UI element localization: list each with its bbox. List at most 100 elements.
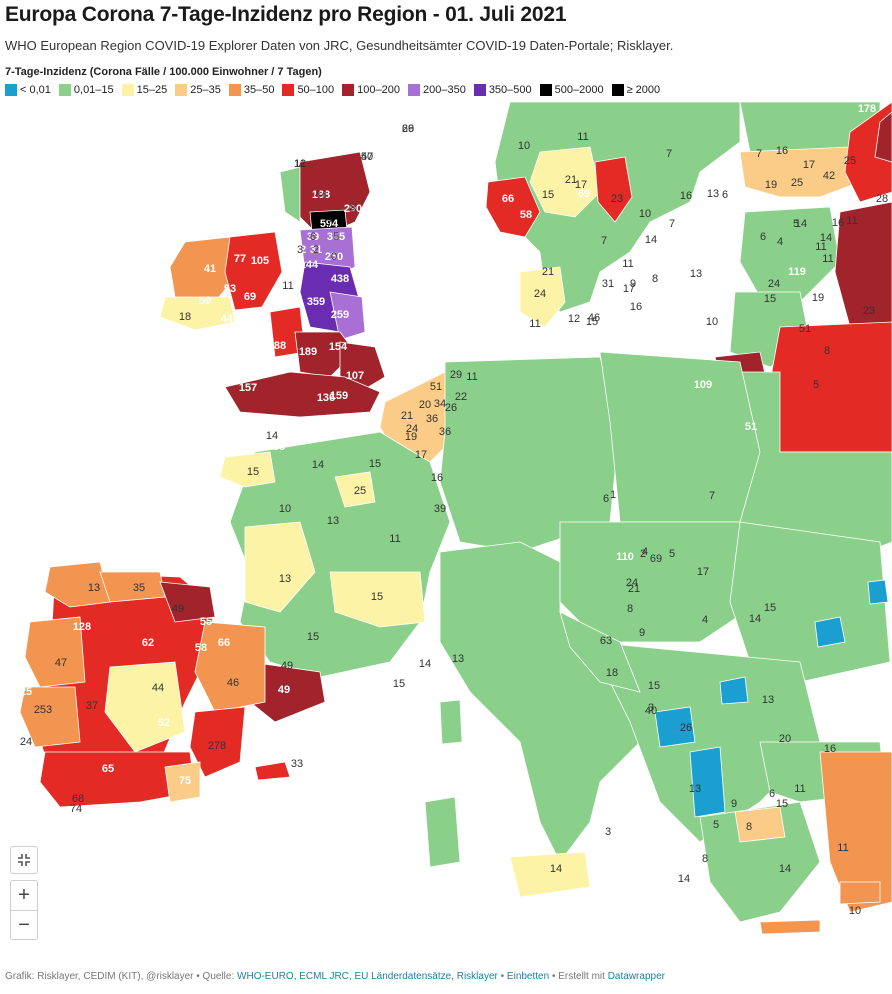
region-valencia[interactable] (189, 706, 246, 778)
region-sicily[interactable] (509, 851, 591, 898)
region-greek-islands[interactable] (839, 881, 881, 905)
embed-link[interactable]: Einbetten (506, 971, 550, 982)
region-france-se-yellow[interactable] (329, 571, 426, 628)
legend-swatch (228, 84, 241, 96)
region-crete[interactable] (759, 919, 821, 935)
region-label: 15 (648, 680, 660, 692)
region-montenegro[interactable] (654, 706, 696, 748)
region-portugal-s[interactable] (19, 686, 81, 748)
region-ireland-south[interactable] (159, 296, 236, 331)
region-france-sw-yellow[interactable] (244, 521, 316, 613)
region-label: 13 (707, 188, 719, 200)
region-bergen-red[interactable] (485, 176, 541, 238)
legend-label: 35–50 (243, 84, 275, 96)
region-label: 74 (70, 803, 82, 815)
region-label: 4 (642, 546, 648, 558)
region-label: 10 (518, 140, 530, 152)
region-czech-poland[interactable] (599, 351, 761, 523)
region-label: 69 (402, 123, 414, 135)
region-label: 15 (764, 293, 776, 305)
region-turkey[interactable] (819, 751, 892, 913)
legend-item: 0,01–15 (58, 84, 114, 96)
region-label: 21 (401, 410, 413, 422)
source-link[interactable]: WHO-EURO, ECML JRC, EU Länderdatensätze,… (237, 971, 498, 982)
region-label: 24 (20, 736, 32, 748)
region-label: 359 (307, 296, 325, 308)
region-label: 16 (431, 472, 443, 484)
region-label: 18 (606, 667, 618, 679)
region-label: 49 (278, 684, 290, 696)
region-label: 68 (72, 793, 84, 805)
region-austria-hungary[interactable] (559, 521, 761, 643)
region-label: 4 (777, 236, 783, 248)
region-label: 107 (346, 370, 364, 382)
region-label: 42 (823, 170, 835, 182)
region-label: 69 (650, 553, 662, 565)
region-label: 36 (426, 413, 438, 425)
region-label: 51 (745, 421, 757, 433)
region-aragon[interactable] (194, 621, 266, 713)
region-label: 52 (158, 717, 170, 729)
region-label: 37 (86, 700, 98, 712)
region-label: 15 (586, 316, 598, 328)
footer-credits: Grafik: Risklayer, CEDIM (KIT), @risklay… (5, 971, 665, 982)
region-label: 11 (466, 371, 477, 383)
region-norway-south[interactable] (529, 146, 601, 218)
fullscreen-exit-icon (18, 854, 30, 866)
region-romania-blue[interactable] (814, 616, 846, 648)
region-label: 13 (279, 573, 291, 585)
region-oslo-red[interactable] (594, 156, 633, 223)
region-portugal-n[interactable] (24, 616, 86, 688)
region-bosnia-blue[interactable] (719, 676, 749, 705)
region-hungary-blue[interactable] (867, 579, 889, 605)
region-label: 2 (640, 548, 646, 560)
region-corsica[interactable] (439, 699, 463, 745)
region-shapes (19, 102, 892, 935)
region-label: 7 (666, 148, 672, 160)
region-scotland-west[interactable] (279, 166, 301, 223)
region-label: 50 (361, 151, 373, 163)
region-albania[interactable] (689, 746, 726, 818)
region-east-purple[interactable] (329, 291, 366, 341)
datawrapper-link[interactable]: Datawrapper (607, 971, 665, 982)
region-label: 7 (709, 490, 715, 502)
region-label: 15 (307, 631, 319, 643)
region-ireland-east[interactable] (224, 231, 283, 311)
region-label: 105 (251, 255, 269, 267)
europe-choropleth-map[interactable]: 69 50 11 188 290 594 39 355 32 31 250 144 438 105 77 41… (0, 102, 892, 960)
region-label: 0 (331, 251, 337, 263)
region-croatia-coast[interactable] (559, 611, 641, 693)
region-asturias[interactable] (99, 571, 166, 603)
region-paris-yellow[interactable] (334, 471, 376, 508)
zoom-controls: + − (10, 880, 38, 940)
region-label: 29 (450, 369, 462, 381)
region-basque[interactable] (159, 581, 216, 623)
region-label: 7 (326, 218, 332, 230)
region-denmark[interactable] (519, 266, 566, 328)
region-south-england[interactable] (224, 371, 381, 418)
legend-swatch (175, 84, 188, 96)
region-label: 14 (678, 873, 690, 885)
region-brittany[interactable] (219, 451, 276, 488)
fullscreen-button[interactable] (10, 846, 38, 874)
region-label: 20 (779, 733, 791, 745)
region-madrid-center[interactable] (104, 661, 186, 753)
region-sardinia[interactable] (424, 796, 461, 868)
region-label: 189 (299, 346, 317, 358)
region-label: 26 (445, 402, 457, 414)
region-murcia-yellow[interactable] (164, 761, 201, 803)
region-belarus-red[interactable] (769, 321, 892, 453)
region-galicia[interactable] (44, 561, 111, 608)
legend-item: < 0,01 (5, 84, 51, 96)
zoom-out-button[interactable]: − (18, 914, 30, 936)
region-balearics[interactable] (254, 761, 291, 781)
region-athens-yellow[interactable] (734, 806, 786, 843)
region-andalucia[interactable] (39, 751, 196, 808)
region-label: 11 (294, 158, 305, 170)
region-label: 11 (815, 241, 826, 253)
region-st-petersburg[interactable] (874, 111, 892, 163)
zoom-in-button[interactable]: + (11, 881, 37, 911)
region-label: 9 (630, 278, 636, 290)
